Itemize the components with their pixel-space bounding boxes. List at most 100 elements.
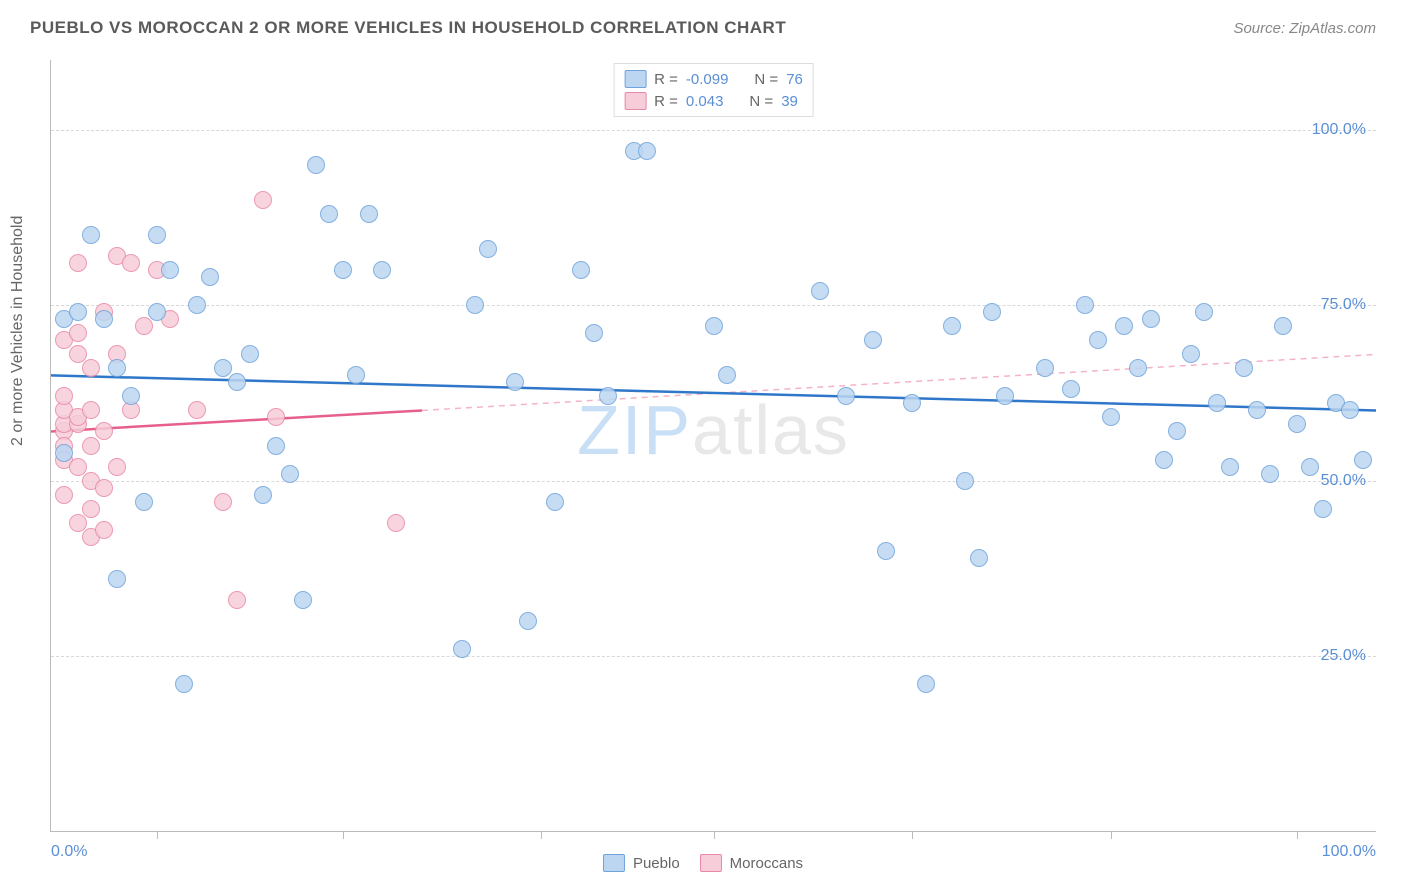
data-point [572,261,590,279]
data-point [95,422,113,440]
data-point [148,226,166,244]
data-point [837,387,855,405]
data-point [1301,458,1319,476]
legend-swatch [603,854,625,872]
y-tick-label: 100.0% [1312,121,1366,139]
data-point [95,479,113,497]
gridline [51,130,1376,131]
data-point [638,142,656,160]
data-point [82,359,100,377]
data-point [55,387,73,405]
data-point [1115,317,1133,335]
data-point [1288,415,1306,433]
x-axis-min-label: 0.0% [51,843,87,861]
data-point [95,521,113,539]
data-point [135,493,153,511]
data-point [108,359,126,377]
data-point [519,612,537,630]
gridline [51,481,1376,482]
legend-label: Pueblo [633,855,680,872]
x-tick [1297,831,1298,839]
data-point [108,458,126,476]
data-point [996,387,1014,405]
x-tick [912,831,913,839]
legend-label: Moroccans [730,855,803,872]
data-point [1168,422,1186,440]
y-tick-label: 75.0% [1321,296,1366,314]
data-point [546,493,564,511]
data-point [347,366,365,384]
watermark-part1: ZIP [577,391,692,469]
data-point [55,444,73,462]
trend-lines [51,60,1376,831]
data-point [214,493,232,511]
scatter-chart: ZIPatlas R =-0.099N =76R = 0.043N =39 0.… [50,60,1376,832]
legend-swatch [624,70,646,88]
data-point [373,261,391,279]
correlation-legend: R =-0.099N =76R = 0.043N =39 [613,63,814,117]
data-point [95,310,113,328]
data-point [956,472,974,490]
data-point [175,675,193,693]
n-value: 39 [781,93,798,110]
legend-row: R =-0.099N =76 [624,68,803,90]
data-point [1062,380,1080,398]
data-point [1195,303,1213,321]
data-point [1036,359,1054,377]
data-point [267,408,285,426]
data-point [599,387,617,405]
data-point [281,465,299,483]
r-value: -0.099 [686,71,729,88]
data-point [1341,401,1359,419]
x-tick [157,831,158,839]
data-point [1208,394,1226,412]
data-point [943,317,961,335]
chart-title: PUEBLO VS MOROCCAN 2 OR MORE VEHICLES IN… [30,18,786,38]
data-point [1102,408,1120,426]
data-point [970,549,988,567]
data-point [228,373,246,391]
data-point [864,331,882,349]
data-point [811,282,829,300]
data-point [1221,458,1239,476]
data-point [360,205,378,223]
data-point [1235,359,1253,377]
data-point [228,591,246,609]
data-point [254,191,272,209]
x-tick [714,831,715,839]
data-point [135,317,153,335]
data-point [201,268,219,286]
x-axis-max-label: 100.0% [1322,843,1376,861]
data-point [148,303,166,321]
data-point [705,317,723,335]
r-value: 0.043 [686,93,724,110]
x-tick [541,831,542,839]
data-point [161,261,179,279]
r-label: R = [654,71,678,88]
data-point [1182,345,1200,363]
data-point [188,401,206,419]
data-point [241,345,259,363]
gridline [51,305,1376,306]
legend-item: Pueblo [603,854,680,872]
data-point [69,254,87,272]
data-point [69,303,87,321]
data-point [1076,296,1094,314]
data-point [718,366,736,384]
y-axis-title: 2 or more Vehicles in Household [9,216,27,446]
n-label: N = [749,93,773,110]
data-point [479,240,497,258]
data-point [254,486,272,504]
watermark: ZIPatlas [577,390,850,470]
legend-swatch [700,854,722,872]
data-point [82,226,100,244]
data-point [1142,310,1160,328]
r-label: R = [654,93,678,110]
x-tick [343,831,344,839]
data-point [387,514,405,532]
data-point [267,437,285,455]
data-point [1354,451,1372,469]
data-point [122,387,140,405]
legend-swatch [624,92,646,110]
n-value: 76 [786,71,803,88]
